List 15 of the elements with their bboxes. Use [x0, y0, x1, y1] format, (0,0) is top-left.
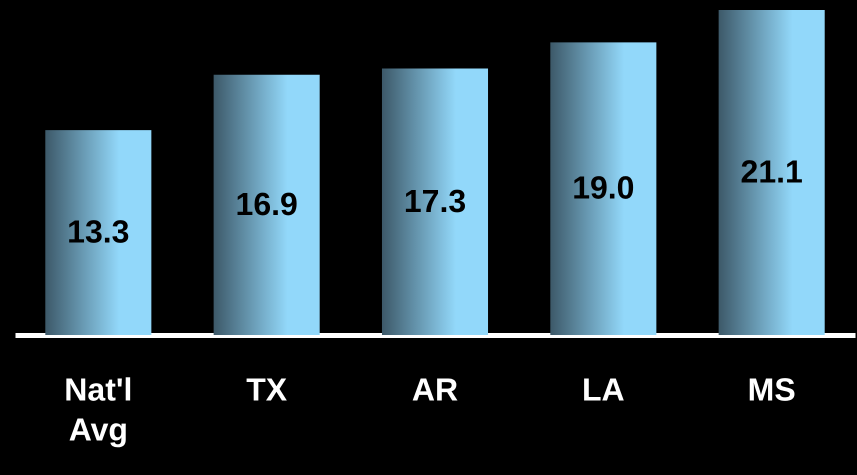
- x-tick-label: AR: [412, 372, 458, 408]
- data-label: 21.1: [740, 154, 803, 190]
- bar: [718, 10, 825, 335]
- data-label: 16.9: [236, 186, 298, 222]
- bar: [45, 130, 152, 335]
- x-tick-label: TX: [246, 372, 288, 408]
- x-tick-label: MS: [748, 372, 796, 408]
- bar: [550, 42, 656, 335]
- x-tick-label: Nat'l Avg: [64, 372, 132, 448]
- x-tick-label: LA: [582, 372, 625, 408]
- bar: [214, 74, 320, 335]
- data-label: 17.3: [404, 182, 466, 219]
- data-label: 19.0: [572, 170, 634, 206]
- bar: [382, 68, 488, 335]
- data-label: 13.3: [67, 214, 130, 250]
